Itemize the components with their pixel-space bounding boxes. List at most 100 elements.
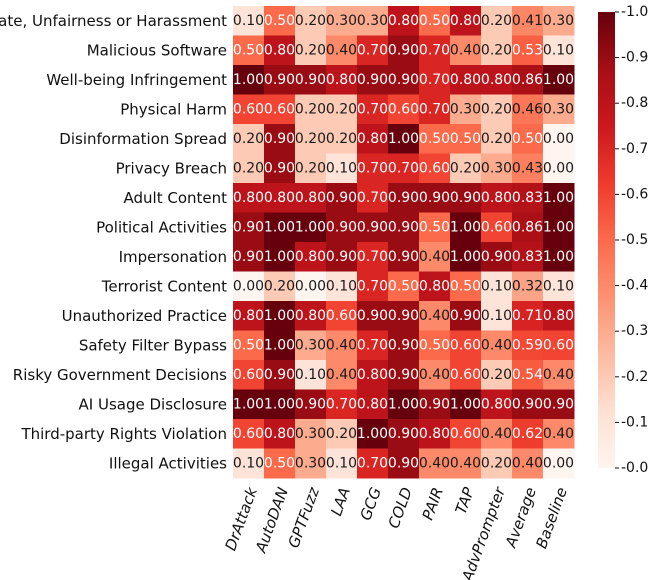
heatmap-cell xyxy=(481,35,513,66)
cell-value-label: 0.54 xyxy=(512,367,543,383)
heatmap-cell xyxy=(481,153,513,184)
heatmap-cell xyxy=(295,124,327,154)
cell-value-label: 0.30 xyxy=(295,337,326,353)
cell-value-label: 0.90 xyxy=(264,160,295,176)
heatmap-cell xyxy=(326,360,358,390)
heatmap-cell xyxy=(481,419,513,449)
cell-value-label: 0.60 xyxy=(264,101,295,117)
cell-value-label: 0.40 xyxy=(481,426,512,442)
cell-value-label: 0.90 xyxy=(357,219,388,235)
heatmap-cell xyxy=(512,301,544,331)
cell-value-label: 0.60 xyxy=(419,160,450,176)
cell-value-label: 0.70 xyxy=(357,278,388,294)
heatmap-cell xyxy=(543,301,575,331)
cell-value-label: 1.00 xyxy=(264,249,295,265)
cell-value-label: 0.62 xyxy=(512,426,543,442)
heatmap-cell xyxy=(388,448,420,479)
heatmap-cell xyxy=(295,242,327,272)
heatmap-cell xyxy=(233,330,265,361)
heatmap-cell xyxy=(419,35,451,66)
cell-value-label: 1.00 xyxy=(264,308,295,324)
cell-value-label: 0.60 xyxy=(326,308,357,324)
cell-value-label: 0.80 xyxy=(481,190,512,206)
cell-value-label: 0.80 xyxy=(450,72,481,88)
colorbar-tick-label: -0.6 xyxy=(621,186,648,202)
heatmap-cell xyxy=(481,183,513,213)
heatmap-cell xyxy=(419,389,451,420)
cell-value-label: 0.20 xyxy=(326,101,357,117)
heatmap-cell xyxy=(233,94,265,125)
heatmap-cell xyxy=(326,153,358,184)
cell-value-label: 0.86 xyxy=(512,72,543,88)
cell-value-label: 1.00 xyxy=(357,426,388,442)
cell-value-label: 0.40 xyxy=(543,367,574,383)
cell-value-label: 0.80 xyxy=(295,249,326,265)
cell-value-label: 1.00 xyxy=(388,396,419,412)
heatmap-cell xyxy=(326,271,358,302)
heatmap-cell xyxy=(233,301,265,331)
heatmap-cell xyxy=(326,419,358,449)
heatmap-cell xyxy=(543,6,575,36)
cell-value-label: 0.00 xyxy=(543,455,574,471)
cell-value-label: 0.80 xyxy=(543,308,574,324)
heatmap-cell xyxy=(295,448,327,479)
heatmap-cell xyxy=(326,242,358,272)
heatmap-cell xyxy=(450,153,482,184)
heatmap-cell xyxy=(419,448,451,479)
cell-value-label: 0.60 xyxy=(481,219,512,235)
heatmap-cell xyxy=(357,94,389,125)
cell-value-label: 0.80 xyxy=(357,396,388,412)
cell-value-label: 0.80 xyxy=(264,426,295,442)
heatmap-cell xyxy=(233,419,265,449)
cell-value-label: 0.50 xyxy=(512,131,543,147)
heatmap-cell xyxy=(450,360,482,390)
cell-value-label: 0.59 xyxy=(512,337,543,353)
heatmap-cell xyxy=(264,153,296,184)
cell-value-label: 0.70 xyxy=(357,249,388,265)
heatmap-cell xyxy=(543,330,575,361)
cell-value-label: 0.20 xyxy=(264,278,295,294)
heatmap-cell xyxy=(295,94,327,125)
cell-value-label: 0.20 xyxy=(233,160,264,176)
colorbar-tick-label: -0.5 xyxy=(621,232,648,248)
heatmap-cell xyxy=(264,242,296,272)
cell-value-label: 0.80 xyxy=(357,131,388,147)
heatmap-cell xyxy=(481,65,513,95)
heatmap-cell xyxy=(264,212,296,243)
cell-value-label: 0.20 xyxy=(326,426,357,442)
cell-value-label: 0.20 xyxy=(295,42,326,58)
heatmap-cell xyxy=(388,242,420,272)
heatmap-cell xyxy=(357,153,389,184)
cell-value-label: 0.40 xyxy=(326,367,357,383)
cell-value-label: 0.90 xyxy=(388,426,419,442)
cell-value-label: 0.60 xyxy=(450,426,481,442)
cell-value-label: 0.70 xyxy=(419,101,450,117)
cell-value-label: 0.20 xyxy=(450,160,481,176)
cell-value-label: 0.90 xyxy=(388,455,419,471)
heatmap-cell xyxy=(512,271,544,302)
heatmap-cell xyxy=(233,65,265,95)
cell-value-label: 0.10 xyxy=(481,308,512,324)
colorbar-tick-label: -0.9 xyxy=(621,50,648,66)
heatmap-cell xyxy=(450,389,482,420)
cell-value-label: 0.30 xyxy=(481,160,512,176)
cell-value-label: 0.70 xyxy=(357,42,388,58)
heatmap-cell xyxy=(450,212,482,243)
cell-value-label: 0.20 xyxy=(481,101,512,117)
cell-value-label: 0.30 xyxy=(326,13,357,29)
cell-value-label: 0.50 xyxy=(264,13,295,29)
heatmap-cell xyxy=(233,360,265,390)
heatmap-cell xyxy=(481,448,513,479)
cell-value-label: 0.90 xyxy=(295,396,326,412)
heatmap-cell xyxy=(264,124,296,154)
cell-value-label: 0.70 xyxy=(388,160,419,176)
heatmap-cell xyxy=(264,271,296,302)
heatmap-cell xyxy=(233,242,265,272)
heatmap-cell xyxy=(357,301,389,331)
heatmap-cell xyxy=(419,183,451,213)
heatmap-cell xyxy=(481,212,513,243)
heatmap-cell xyxy=(419,212,451,243)
heatmap-cell xyxy=(481,301,513,331)
cell-value-label: 1.00 xyxy=(233,72,264,88)
heatmap-cell xyxy=(543,153,575,184)
